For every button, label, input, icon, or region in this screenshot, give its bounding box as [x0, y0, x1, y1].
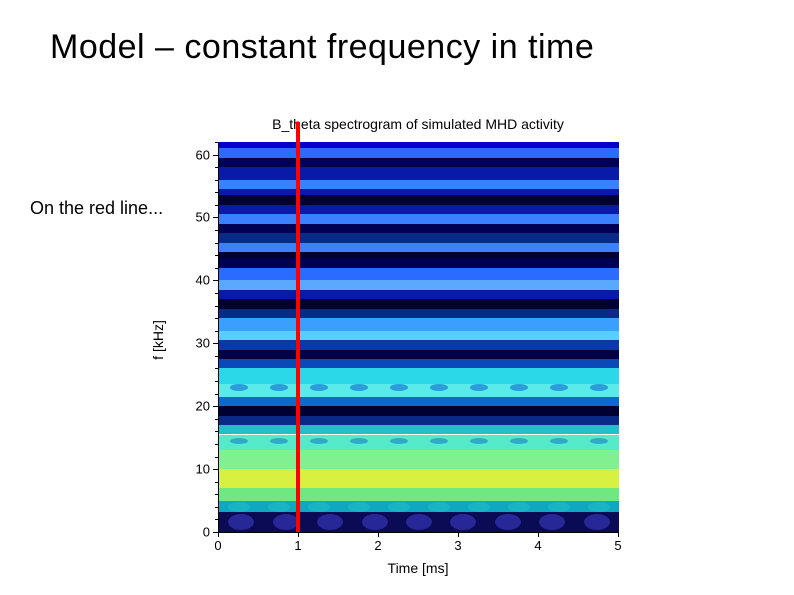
spectrogram-band	[219, 368, 619, 384]
y-minor-tick	[215, 318, 218, 319]
spectrogram-band	[219, 205, 619, 214]
chart-title: B_theta spectrogram of simulated MHD act…	[218, 116, 618, 132]
y-minor-tick	[215, 381, 218, 382]
y-minor-tick	[215, 519, 218, 520]
y-minor-tick	[215, 243, 218, 244]
spectrogram-band	[219, 290, 619, 299]
y-minor-tick	[215, 394, 218, 395]
y-minor-tick	[215, 482, 218, 483]
y-minor-tick	[215, 230, 218, 231]
x-tick-mark	[458, 532, 459, 537]
spectrogram-band	[219, 340, 619, 349]
x-tick-label: 2	[374, 538, 381, 553]
x-tick-mark	[618, 532, 619, 537]
spectrogram-band	[219, 384, 619, 397]
y-minor-tick	[215, 494, 218, 495]
spectrogram-bands	[219, 142, 619, 532]
spectrogram-band	[219, 195, 619, 204]
spectrogram-band	[219, 512, 619, 532]
x-axis-label: Time [ms]	[218, 560, 618, 576]
y-minor-tick	[215, 356, 218, 357]
y-minor-tick	[215, 368, 218, 369]
x-tick-mark	[298, 532, 299, 537]
slide-title: Model – constant frequency in time	[50, 28, 594, 67]
y-minor-tick	[215, 457, 218, 458]
spectrogram-band	[219, 331, 619, 340]
x-tick-label: 5	[614, 538, 621, 553]
y-minor-tick	[215, 306, 218, 307]
spectrogram-band	[219, 425, 619, 434]
x-tick-label: 3	[454, 538, 461, 553]
spectrogram-band	[219, 258, 619, 267]
x-tick-mark	[218, 532, 219, 537]
slide: Model – constant frequency in time On th…	[0, 0, 794, 595]
y-tick-label: 30	[196, 336, 210, 351]
spectrogram-band	[219, 224, 619, 233]
y-minor-tick	[215, 431, 218, 432]
y-minor-tick	[215, 192, 218, 193]
spectrogram-band	[219, 180, 619, 189]
spectrogram-band	[219, 406, 619, 415]
spectrogram-band	[219, 501, 619, 512]
spectrogram-band	[219, 359, 619, 368]
y-tick-label: 10	[196, 462, 210, 477]
y-minor-tick	[215, 255, 218, 256]
y-minor-tick	[215, 293, 218, 294]
spectrogram-band	[219, 214, 619, 223]
spectrogram-band	[219, 397, 619, 406]
y-tick-mark	[213, 217, 218, 218]
spectrogram-band	[219, 280, 619, 289]
y-tick-mark	[213, 406, 218, 407]
y-tick-mark	[213, 469, 218, 470]
spectrogram-band	[219, 299, 619, 308]
y-tick-label: 50	[196, 210, 210, 225]
spectrogram-band	[219, 309, 619, 318]
x-tick-label: 1	[294, 538, 301, 553]
y-minor-tick	[215, 331, 218, 332]
y-tick-label: 40	[196, 273, 210, 288]
spectrogram-band	[219, 488, 619, 501]
spectrogram-band	[219, 268, 619, 281]
x-tick-label: 0	[214, 538, 221, 553]
y-minor-tick	[215, 142, 218, 143]
spectrogram-band	[219, 435, 619, 451]
x-tick-label: 4	[534, 538, 541, 553]
y-minor-tick	[215, 507, 218, 508]
spectrogram-plot	[218, 142, 619, 533]
spectrogram-band	[219, 243, 619, 252]
y-minor-tick	[215, 444, 218, 445]
y-tick-label: 60	[196, 147, 210, 162]
y-axis-label: f [kHz]	[150, 320, 166, 360]
spectrogram-band	[219, 416, 619, 425]
spectrogram-band	[219, 148, 619, 157]
y-minor-tick	[215, 205, 218, 206]
y-tick-mark	[213, 155, 218, 156]
red-vertical-line	[296, 122, 300, 532]
spectrogram-band	[219, 158, 619, 167]
y-tick-label: 0	[203, 525, 210, 540]
y-tick-label: 20	[196, 399, 210, 414]
y-minor-tick	[215, 167, 218, 168]
x-tick-mark	[538, 532, 539, 537]
spectrogram-band	[219, 450, 619, 469]
spectrogram-band	[219, 167, 619, 180]
x-tick-mark	[378, 532, 379, 537]
spectrogram-band	[219, 469, 619, 488]
y-minor-tick	[215, 419, 218, 420]
red-line-annotation: On the red line...	[30, 198, 163, 219]
y-tick-mark	[213, 280, 218, 281]
spectrogram-band	[219, 318, 619, 331]
y-minor-tick	[215, 180, 218, 181]
y-minor-tick	[215, 268, 218, 269]
spectrogram-band	[219, 350, 619, 359]
spectrogram-band	[219, 233, 619, 242]
y-tick-mark	[213, 343, 218, 344]
